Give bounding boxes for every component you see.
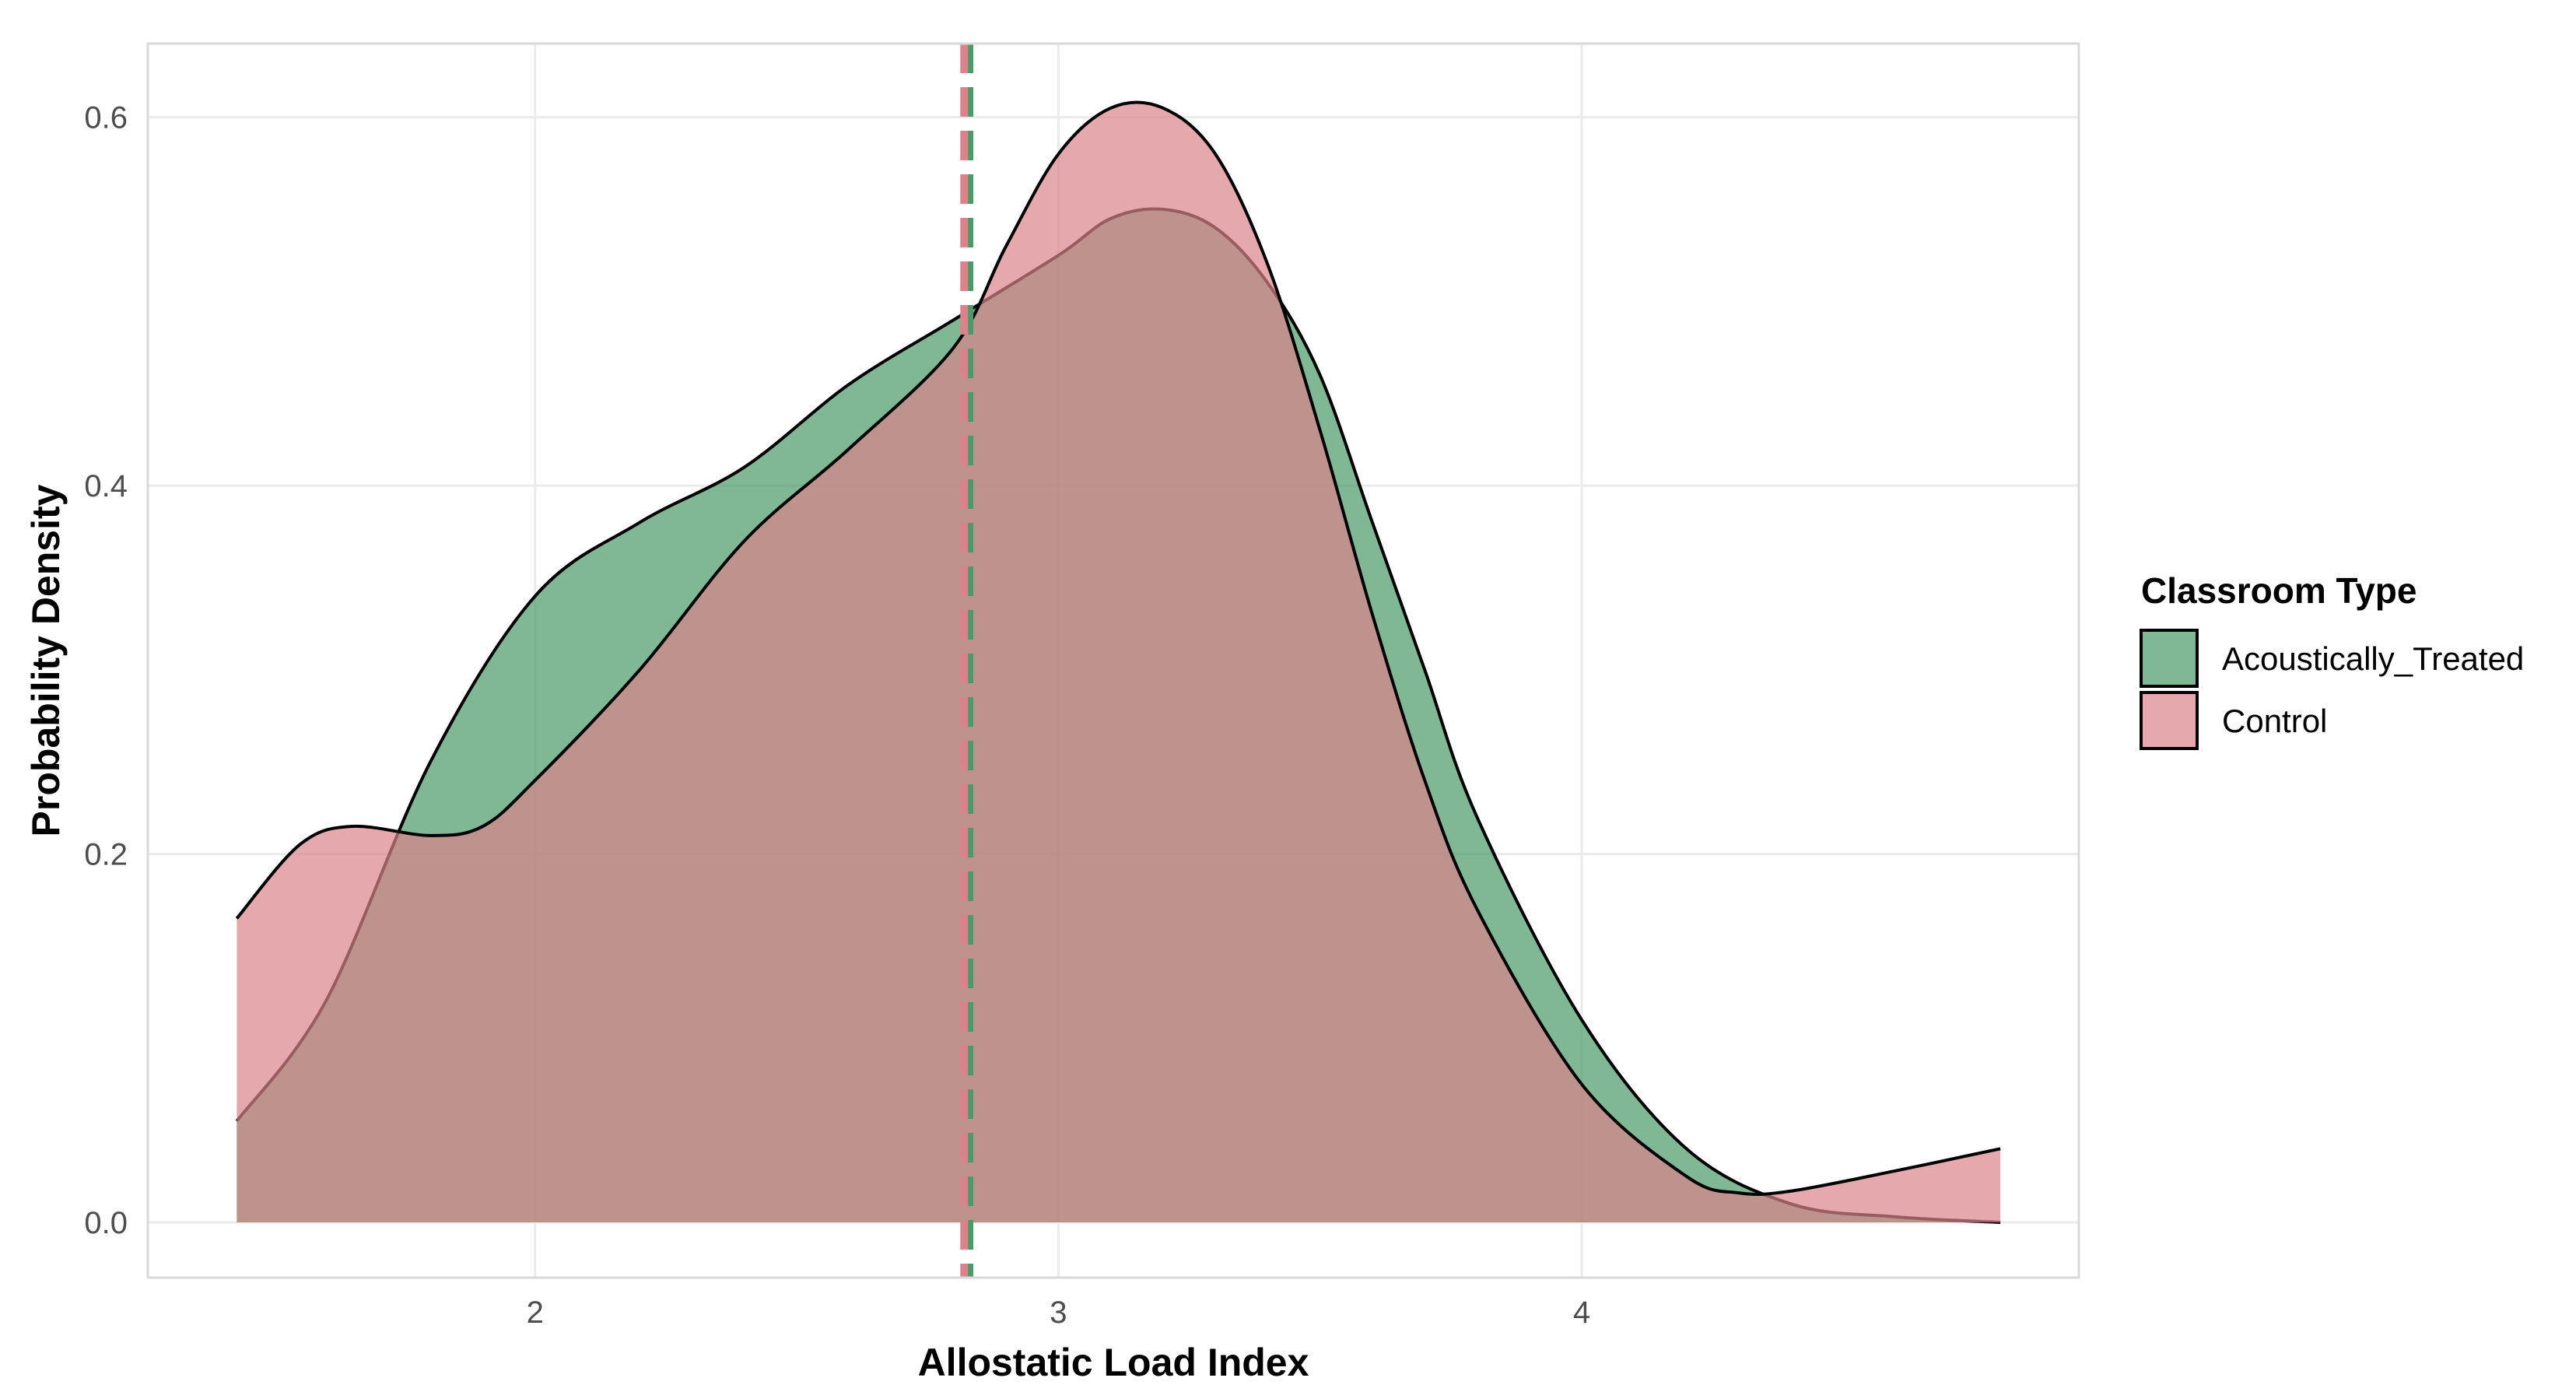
legend-label-acoustically-treated: Acoustically_Treated xyxy=(2222,640,2524,677)
x-tick-label: 3 xyxy=(1050,1296,1067,1330)
y-tick-label: 0.0 xyxy=(84,1206,128,1240)
y-tick-label: 0.2 xyxy=(84,838,128,872)
legend-label-control: Control xyxy=(2222,703,2327,739)
legend-key-acoustically-treated xyxy=(2141,630,2197,686)
x-axis-title: Allostatic Load Index xyxy=(918,1341,1309,1384)
x-tick-label: 4 xyxy=(1573,1296,1590,1330)
y-tick-label: 0.6 xyxy=(84,101,128,135)
y-axis-title: Probability Density xyxy=(24,484,68,836)
legend-title: Classroom Type xyxy=(2141,570,2417,611)
mean-lines xyxy=(964,44,969,1278)
x-tick-label: 2 xyxy=(527,1296,544,1330)
legend-key-control xyxy=(2141,692,2197,749)
y-tick-label: 0.4 xyxy=(84,469,128,503)
